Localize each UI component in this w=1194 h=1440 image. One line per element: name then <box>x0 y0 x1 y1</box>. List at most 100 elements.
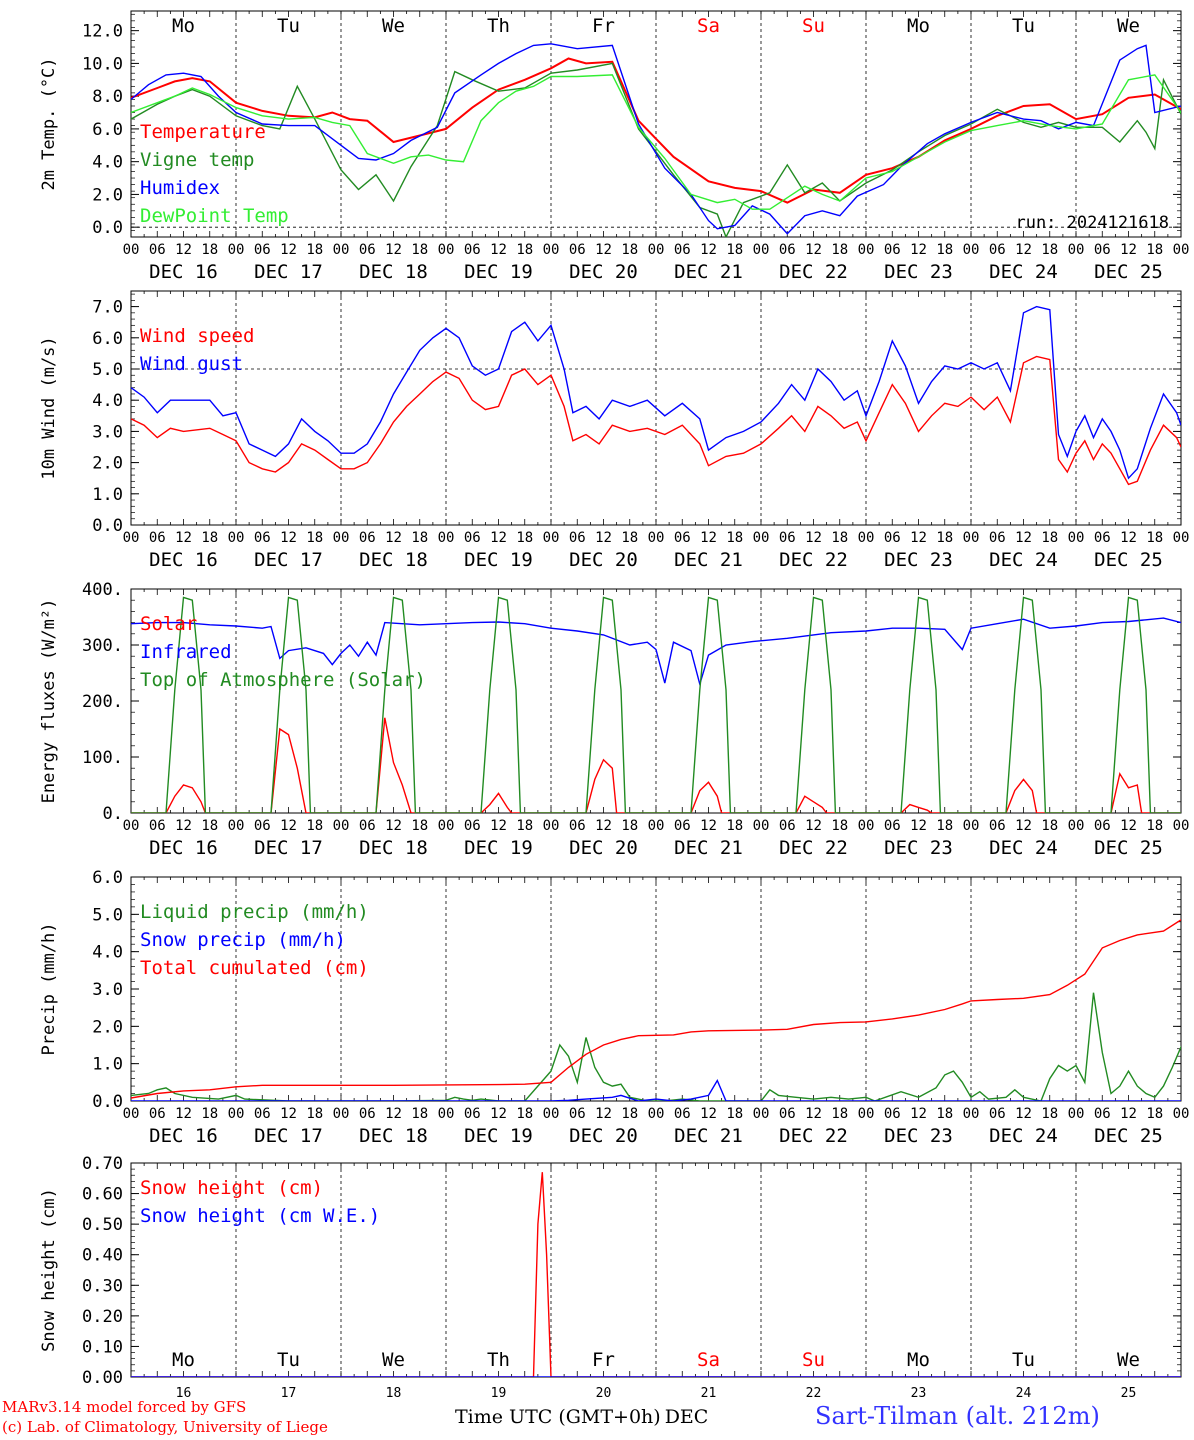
y-tick-label: 10.0 <box>82 54 123 74</box>
hour-tick-label: 00 <box>543 242 560 258</box>
hour-tick-label: 18 <box>726 1106 743 1122</box>
day-label: DEC 19 <box>464 1125 533 1147</box>
hour-tick-label: 18 <box>201 818 218 834</box>
hour-tick-label: 06 <box>884 242 901 258</box>
hour-tick-label: 00 <box>438 818 455 834</box>
hour-tick-label: 12 <box>595 818 612 834</box>
hour-tick-label: 12 <box>385 530 402 546</box>
weekday-label: We <box>1117 15 1140 37</box>
hour-tick-label: 18 <box>516 242 533 258</box>
hour-tick-label: 00 <box>648 1106 665 1122</box>
day-label: DEC 21 <box>674 1125 743 1147</box>
hour-tick-label: 18 <box>516 1106 533 1122</box>
day-label: DEC 22 <box>779 837 848 859</box>
hour-tick-label: 00 <box>543 530 560 546</box>
hour-tick-label: 06 <box>149 242 166 258</box>
day-number: 18 <box>386 1386 402 1401</box>
hour-tick-label: 18 <box>1041 530 1058 546</box>
hour-tick-label: 18 <box>516 818 533 834</box>
hour-tick-label: 12 <box>1120 530 1137 546</box>
hour-tick-label: 18 <box>621 818 638 834</box>
weekday-label: Su <box>802 1349 825 1371</box>
hour-tick-label: 12 <box>490 242 507 258</box>
legend-entry: Humidex <box>140 177 220 199</box>
hour-tick-label: 12 <box>280 530 297 546</box>
hour-tick-label: 12 <box>805 242 822 258</box>
hour-tick-label: 00 <box>123 530 140 546</box>
legend-entry: Total cumulated (cm) <box>140 957 369 979</box>
day-label: DEC 16 <box>149 1125 218 1147</box>
station-name: Sart-Tilman (alt. 212m) <box>815 1402 1100 1430</box>
hour-tick-label: 00 <box>438 530 455 546</box>
day-label: DEC 17 <box>254 261 323 283</box>
y-tick-label: 0.60 <box>82 1185 123 1205</box>
legend-entry: Vigne temp <box>140 149 254 171</box>
hour-tick-label: 00 <box>648 818 665 834</box>
y-tick-label: 1.0 <box>92 1055 123 1075</box>
y-tick-label: 1.0 <box>92 485 123 505</box>
y-tick-label: 3.0 <box>92 422 123 442</box>
hour-tick-label: 00 <box>333 818 350 834</box>
hour-tick-label: 12 <box>385 818 402 834</box>
hour-tick-label: 06 <box>674 242 691 258</box>
hour-tick-label: 18 <box>831 242 848 258</box>
hour-tick-label: 06 <box>779 530 796 546</box>
weekday-label: Tu <box>277 15 300 37</box>
weekday-label: Mo <box>172 1349 195 1371</box>
y-tick-label: 300. <box>82 636 123 656</box>
y-tick-label: 0.40 <box>82 1246 123 1266</box>
series-line <box>131 992 1181 1101</box>
hour-tick-label: 18 <box>411 1106 428 1122</box>
day-label: DEC 18 <box>359 549 428 571</box>
legend-entry: Snow height (cm W.E.) <box>140 1205 380 1227</box>
hour-tick-label: 06 <box>989 242 1006 258</box>
hour-tick-label: 06 <box>1094 1106 1111 1122</box>
series-line <box>131 355 1181 486</box>
hour-tick-label: 12 <box>1015 242 1032 258</box>
weekday-label: Su <box>802 15 825 37</box>
hour-tick-label: 18 <box>516 530 533 546</box>
y-tick-label: 0.00 <box>82 1368 123 1388</box>
day-label: DEC 24 <box>989 261 1058 283</box>
day-label: DEC 23 <box>884 549 953 571</box>
y-tick-label: 0.0 <box>92 1092 123 1112</box>
hour-tick-label: 12 <box>700 530 717 546</box>
day-label: DEC 20 <box>569 549 638 571</box>
hour-tick-label: 12 <box>595 530 612 546</box>
weekday-label: Tu <box>1012 1349 1035 1371</box>
lab-credit: (c) Lab. of Climatology, University of L… <box>2 1418 328 1436</box>
hour-tick-label: 00 <box>228 530 245 546</box>
hour-tick-label: 06 <box>359 242 376 258</box>
hour-tick-label: 18 <box>1041 818 1058 834</box>
hour-tick-label: 00 <box>1068 530 1085 546</box>
x-axis-title: Time UTC (GMT+0h) DEC <box>455 1406 709 1428</box>
y-tick-label: 5.0 <box>92 905 123 925</box>
y-tick-label: 8.0 <box>92 87 123 107</box>
hour-tick-label: 00 <box>333 530 350 546</box>
weekday-label: Fr <box>592 1349 615 1371</box>
y-axis-title: 10m Wind (m/s) <box>39 336 59 479</box>
series-line <box>131 717 1181 813</box>
day-label: DEC 23 <box>884 837 953 859</box>
y-tick-label: 0.10 <box>82 1337 123 1357</box>
hour-tick-label: 12 <box>280 242 297 258</box>
day-number: 21 <box>701 1386 717 1401</box>
legend-entry: Snow height (cm) <box>140 1177 323 1199</box>
panel-1: 0.0 2.0 4.0 6.0 8.0 10.0 12.0 2m Temp. (°C) Temp… <box>39 10 1189 283</box>
day-label: DEC 23 <box>884 1125 953 1147</box>
y-tick-label: 0.30 <box>82 1276 123 1296</box>
y-tick-label: 6.0 <box>92 329 123 349</box>
hour-tick-label: 06 <box>569 530 586 546</box>
hour-tick-label: 18 <box>411 530 428 546</box>
day-label: DEC 25 <box>1094 1125 1163 1147</box>
hour-tick-label: 06 <box>149 818 166 834</box>
hour-tick-label: 06 <box>359 818 376 834</box>
hour-tick-label: 00 <box>963 818 980 834</box>
day-number: 24 <box>1016 1386 1032 1401</box>
hour-tick-label: 18 <box>936 818 953 834</box>
hour-tick-label: 00 <box>753 242 770 258</box>
day-label: DEC 18 <box>359 1125 428 1147</box>
day-label: DEC 18 <box>359 261 428 283</box>
y-tick-label: 2.0 <box>92 454 123 474</box>
hour-tick-label: 00 <box>228 242 245 258</box>
